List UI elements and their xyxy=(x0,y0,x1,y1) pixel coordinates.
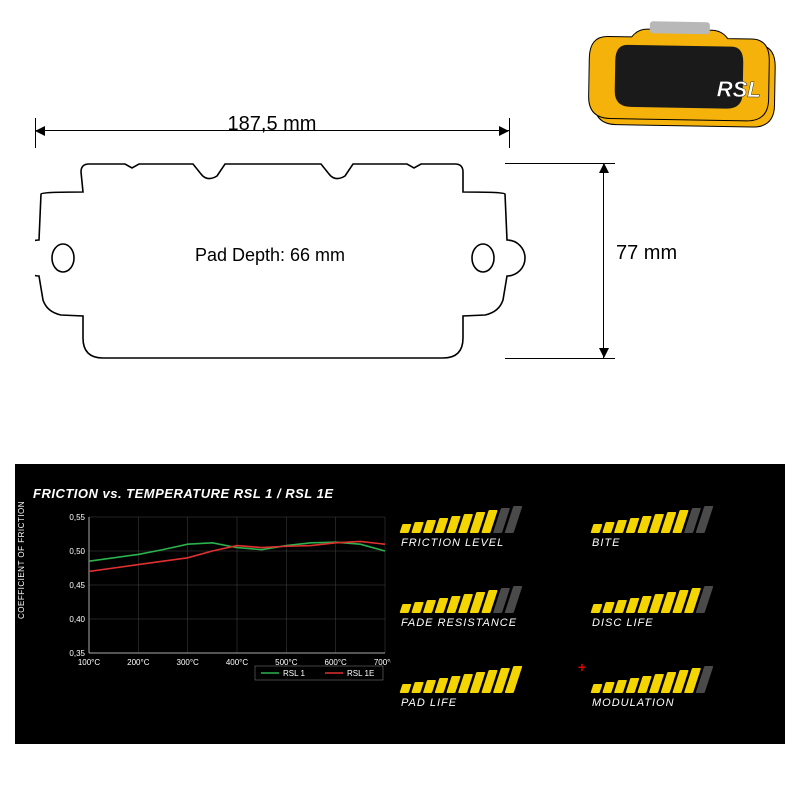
rating-bar xyxy=(400,524,412,533)
svg-text:700°C: 700°C xyxy=(374,658,391,667)
svg-text:0,35: 0,35 xyxy=(69,649,85,658)
svg-text:600°C: 600°C xyxy=(325,658,348,667)
rating-label: FADE RESISTANCE xyxy=(401,617,578,629)
rating-bar xyxy=(400,684,412,693)
pad-depth-label: Pad Depth: 66 mm xyxy=(115,245,425,266)
info-panel: FRICTION vs. TEMPERATURE RSL 1 / RSL 1E … xyxy=(15,464,785,744)
rating-friction-level: FRICTION LEVEL xyxy=(401,494,578,560)
svg-text:0,45: 0,45 xyxy=(69,581,85,590)
rating-fade-resistance: FADE RESISTANCE xyxy=(401,574,578,640)
product-image: RSL xyxy=(560,0,800,155)
svg-text:500°C: 500°C xyxy=(275,658,298,667)
rating-bar xyxy=(591,524,603,533)
rating-bar xyxy=(400,604,412,613)
height-label: 77 mm xyxy=(616,242,677,265)
chart-y-label: COEFFICIENT OF FRICTION xyxy=(17,501,26,619)
chart-title: FRICTION vs. TEMPERATURE RSL 1 / RSL 1E xyxy=(33,486,385,501)
rating-bar xyxy=(591,684,603,693)
plus-icon: + xyxy=(578,659,586,675)
rating-bar xyxy=(591,604,603,613)
svg-text:RSL 1: RSL 1 xyxy=(283,669,305,678)
rating-bar xyxy=(411,522,424,533)
rating-bar xyxy=(602,522,615,533)
rating-label: DISC LIFE xyxy=(592,617,769,629)
rating-pad-life: +PAD LIFE xyxy=(401,654,578,720)
rating-label: BITE xyxy=(592,537,769,549)
svg-text:0,50: 0,50 xyxy=(69,547,85,556)
rating-bar xyxy=(602,602,615,613)
height-dimension-line xyxy=(603,163,604,358)
svg-text:400°C: 400°C xyxy=(226,658,249,667)
ratings-grid: FRICTION LEVEL BITE FADE RESISTANCE DISC LI… xyxy=(395,464,785,744)
svg-text:200°C: 200°C xyxy=(127,658,150,667)
rating-bite: BITE xyxy=(592,494,769,560)
rating-bar xyxy=(411,682,424,693)
rating-label: FRICTION LEVEL xyxy=(401,537,578,549)
ext-line xyxy=(505,358,615,359)
rating-label: MODULATION xyxy=(592,697,769,709)
rating-bar xyxy=(411,602,424,613)
ext-line xyxy=(35,118,36,148)
width-dimension-line: 187,5 mm xyxy=(35,130,509,131)
svg-text:RSL 1E: RSL 1E xyxy=(347,669,374,678)
ext-line xyxy=(505,163,615,164)
svg-text:300°C: 300°C xyxy=(177,658,200,667)
rating-disc-life: DISC LIFE xyxy=(592,574,769,640)
svg-text:0,55: 0,55 xyxy=(69,513,85,522)
rating-label: PAD LIFE xyxy=(401,697,578,709)
rating-modulation: MODULATION xyxy=(592,654,769,720)
brand-logo: RSL xyxy=(717,76,761,102)
svg-text:100°C: 100°C xyxy=(78,658,101,667)
ext-line xyxy=(509,118,510,148)
width-label: 187,5 mm xyxy=(35,113,509,136)
friction-chart-area: FRICTION vs. TEMPERATURE RSL 1 / RSL 1E … xyxy=(15,464,395,744)
rating-bar xyxy=(602,682,615,693)
friction-chart: 0,35 0,40 0,45 0,50 0,55 100°C 200°C 300°C 400°C… xyxy=(61,511,391,691)
svg-text:0,40: 0,40 xyxy=(69,615,85,624)
